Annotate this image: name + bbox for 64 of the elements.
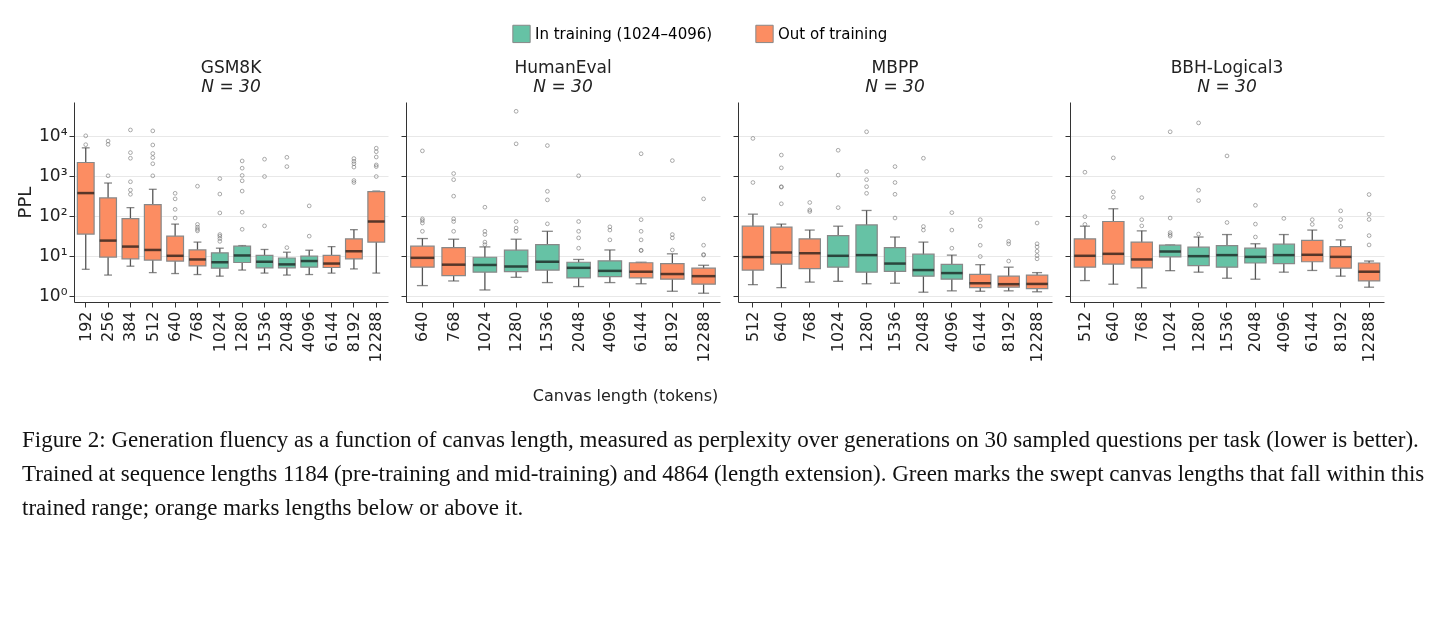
x-tick-label: 640 [771, 311, 791, 343]
x-axis-title: Canvas length (tokens) [532, 386, 719, 406]
x-tick-label: 12288 [693, 311, 713, 363]
x-tick-label: 12288 [1359, 311, 1379, 363]
y-axis-title: PPL [14, 186, 36, 219]
chart-subtitle: N = 30 [865, 76, 925, 96]
x-tick-label: 1536 [1217, 311, 1236, 353]
y-tick-label: 10⁰ [39, 285, 68, 306]
x-tick-label: 1024 [209, 311, 229, 353]
x-tick-label: 2048 [568, 311, 588, 353]
x-tick-label: 768 [443, 311, 463, 343]
x-tick-label: 1024 [1160, 311, 1180, 353]
x-tick-label: 768 [799, 311, 819, 343]
x-tick-label: 4096 [1273, 311, 1293, 353]
legend-label: Out of training [778, 24, 888, 43]
x-tick-label: 1536 [537, 311, 557, 353]
x-tick-label: 2048 [276, 311, 296, 353]
x-tick-label: 12288 [366, 311, 386, 363]
x-tick-label: 1536 [254, 311, 274, 353]
x-tick-label: 1280 [1188, 311, 1208, 353]
x-tick-label: 1280 [232, 311, 252, 353]
x-tick-label: 6144 [1302, 311, 1322, 353]
chart-title: BBH-Logical3 [1170, 57, 1284, 77]
chart-subtitle: N = 30 [1197, 76, 1257, 96]
x-tick-label: 512 [1074, 311, 1094, 343]
x-tick-label: 4096 [599, 311, 619, 353]
x-tick-label: 12288 [1027, 311, 1047, 363]
x-tick-label: 256 [98, 311, 118, 343]
x-tick-label: 640 [412, 311, 432, 343]
x-tick-label: 640 [1103, 311, 1123, 343]
caption: Figure 2: Generation fluency as a function of canvas length, measured as perplexity over generations on 30 sampled questions per task (lower is better). Trained at sequence lengths 1184 (pre-training and mid-training) and 4864 (length extension). Green marks the swept canvas lengths that fall within this trained range; orange marks lengths below or above it. [22, 426, 1426, 522]
chart-title: MBPP [871, 57, 919, 77]
x-tick-label: 1280 [856, 311, 876, 353]
x-tick-label: 2048 [1245, 311, 1265, 353]
x-tick-label: 8192 [1330, 311, 1350, 353]
x-tick-label: 8192 [998, 311, 1018, 353]
x-tick-label: 768 [1131, 311, 1151, 343]
legend-label: In training (1024–4096) [535, 24, 713, 43]
y-tick-label: 10⁴ [39, 125, 68, 146]
x-tick-label: 4096 [941, 311, 961, 353]
x-tick-label: 6144 [970, 311, 990, 353]
x-tick-label: 8192 [662, 311, 682, 353]
chart-title: HumanEval [514, 57, 612, 77]
x-tick-label: 1280 [506, 311, 526, 353]
x-tick-label: 192 [75, 311, 95, 343]
x-tick-label: 1536 [885, 311, 904, 353]
y-tick-label: 10³ [39, 165, 68, 186]
x-tick-label: 2048 [913, 311, 933, 353]
y-tick-label: 10¹ [39, 245, 68, 266]
chart-subtitle: N = 30 [533, 76, 593, 96]
x-tick-label: 768 [187, 311, 207, 343]
x-tick-label: 8192 [343, 311, 363, 353]
y-tick-label: 10² [39, 205, 68, 226]
x-tick-label: 6144 [631, 311, 651, 353]
x-tick-label: 384 [120, 311, 140, 343]
chart-subtitle: N = 30 [201, 76, 261, 96]
x-tick-label: 4096 [299, 311, 319, 353]
x-tick-label: 512 [742, 311, 762, 343]
x-tick-label: 640 [165, 311, 185, 343]
chart-title: GSM8K [200, 57, 263, 77]
x-tick-label: 1024 [474, 311, 494, 353]
x-tick-label: 6144 [321, 311, 341, 353]
x-tick-label: 1024 [828, 311, 848, 353]
x-tick-label: 512 [142, 311, 162, 343]
